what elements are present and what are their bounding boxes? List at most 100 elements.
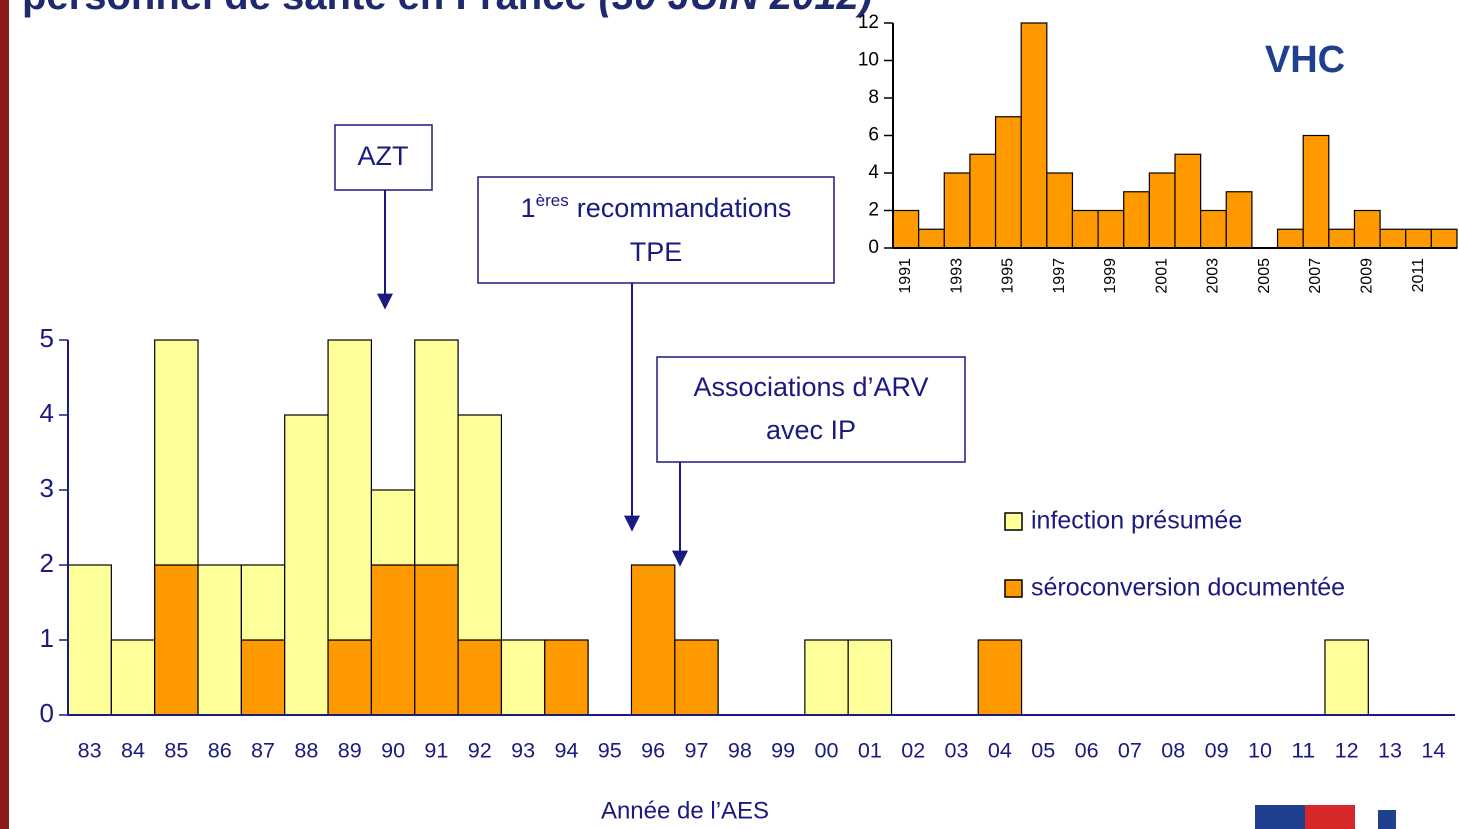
x-tick-label: 06: [1075, 740, 1099, 763]
x-tick-label: 02: [901, 740, 925, 763]
annotation: 1ères recommandations: [521, 191, 792, 223]
bar: [414, 339, 459, 566]
legend-label: infection présumée: [1031, 507, 1242, 535]
x-tick-label: 97: [684, 740, 708, 763]
x-tick-label: 1997: [1051, 258, 1068, 294]
x-tick-label: 04: [988, 740, 1012, 763]
bar: [154, 339, 199, 566]
y-tick-label: 10: [858, 50, 879, 71]
x-tick-label: 95: [598, 740, 622, 763]
bar: [969, 153, 997, 249]
bar: [1174, 153, 1202, 249]
annotation: TPE: [630, 237, 683, 267]
bar: [1302, 134, 1330, 249]
bar: [500, 639, 546, 716]
bar: [327, 339, 373, 641]
bar: [67, 564, 112, 716]
bar: [674, 639, 719, 716]
bar: [1405, 228, 1432, 249]
bar: [943, 172, 971, 249]
y-tick-label: 0: [868, 237, 879, 258]
logo: [1255, 805, 1396, 829]
x-tick-label: 11: [1291, 740, 1315, 763]
x-tick-label: 01: [858, 740, 882, 763]
bar: [892, 209, 920, 249]
bar: [847, 639, 893, 716]
bar: [1200, 209, 1227, 249]
bar: [977, 639, 1023, 716]
x-tick-label: 07: [1118, 740, 1142, 763]
bar: [804, 639, 849, 716]
x-tick-label: 83: [78, 740, 102, 763]
x-tick-label: 1999: [1102, 258, 1119, 294]
x-tick-label: 2007: [1307, 258, 1324, 294]
annotation-box: [656, 356, 966, 463]
bar: [457, 414, 503, 641]
y-tick-label: 8: [868, 87, 879, 108]
x-tick-label: 98: [728, 740, 752, 763]
y-tick-label: 5: [40, 323, 54, 353]
x-tick-label: 10: [1248, 740, 1272, 763]
bar: [1328, 228, 1356, 249]
bar: [457, 639, 503, 716]
y-tick-label: 12: [858, 12, 879, 33]
x-tick-label: 91: [424, 740, 448, 763]
x-axis-label: Année de l’AES: [601, 797, 769, 824]
bar: [240, 564, 286, 641]
bar: [284, 414, 329, 716]
bar: [1148, 172, 1176, 249]
x-tick-label: 96: [641, 740, 665, 763]
inset-title: VHC: [1265, 39, 1345, 81]
x-tick-label: 89: [338, 740, 362, 763]
x-tick-label: 2009: [1358, 258, 1375, 294]
x-tick-label: 08: [1161, 740, 1185, 763]
bar: [1225, 191, 1253, 249]
y-tick-label: 0: [40, 698, 54, 728]
bar: [1071, 209, 1099, 249]
bar: [1379, 228, 1407, 249]
x-tick-label: 14: [1421, 740, 1445, 763]
x-tick-label: 00: [815, 740, 839, 763]
bar: [327, 639, 373, 716]
legend-label: séroconversion documentée: [1031, 574, 1345, 602]
y-tick-label: 4: [40, 398, 54, 428]
x-tick-label: 87: [251, 740, 275, 763]
bar: [1123, 191, 1150, 249]
y-tick-label: 3: [40, 473, 54, 503]
x-tick-label: 03: [945, 740, 969, 763]
y-tick-label: 2: [40, 548, 54, 578]
annotation: avec IP: [766, 415, 856, 445]
x-tick-label: 1993: [948, 258, 965, 294]
bar: [414, 564, 459, 716]
bar: [994, 116, 1022, 249]
x-tick-label: 93: [511, 740, 535, 763]
x-tick-label: 12: [1335, 740, 1359, 763]
legend-swatch: [1004, 512, 1023, 531]
x-tick-label: 1995: [1000, 258, 1017, 294]
bar: [370, 564, 416, 716]
x-tick-label: 85: [164, 740, 188, 763]
bar: [918, 228, 945, 249]
x-tick-label: 2001: [1153, 258, 1170, 294]
y-tick-label: 4: [868, 162, 879, 183]
bar: [1353, 209, 1381, 249]
y-tick-label: 6: [868, 125, 879, 146]
bar: [1046, 172, 1074, 249]
x-tick-label: 88: [294, 740, 318, 763]
bar: [544, 639, 589, 716]
x-tick-label: 05: [1031, 740, 1055, 763]
annotation: Associations d’ARV: [693, 372, 928, 402]
bar: [1020, 22, 1048, 249]
chart-title: personnel de santé en France(30 JUIN 201…: [22, 0, 872, 18]
bar: [240, 639, 286, 716]
bar: [370, 489, 416, 566]
bar: [1324, 639, 1369, 716]
x-tick-label: 09: [1205, 740, 1229, 763]
bar: [197, 564, 242, 716]
x-tick-label: 2003: [1205, 258, 1222, 294]
x-tick-label: 13: [1378, 740, 1402, 763]
annotation-box: [477, 176, 835, 284]
x-tick-label: 90: [381, 740, 405, 763]
bar: [1276, 228, 1304, 249]
